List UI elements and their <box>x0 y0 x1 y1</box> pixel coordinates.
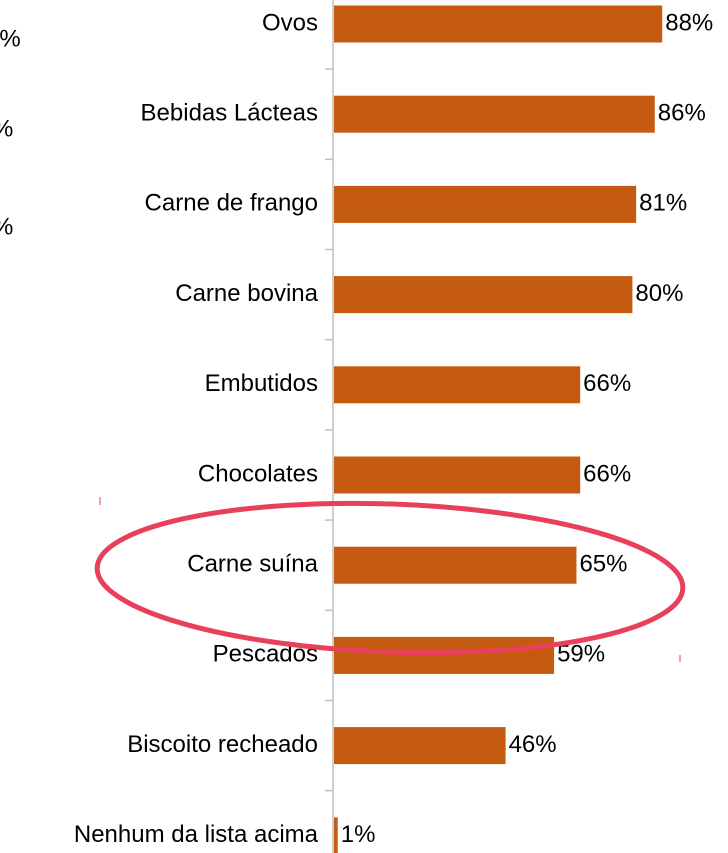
category-label: Embutidos <box>205 370 318 397</box>
category-label: Biscoito recheado <box>127 731 318 758</box>
bar <box>334 95 655 133</box>
category-label: Bebidas Lácteas <box>141 100 318 127</box>
value-label: 66% <box>583 370 631 397</box>
bar <box>334 727 506 765</box>
highlight-ellipse <box>94 500 686 656</box>
bar <box>334 546 577 584</box>
category-label: Chocolates <box>198 460 318 487</box>
bar <box>334 456 581 494</box>
category-label: Carne de frango <box>145 190 318 217</box>
cropped-label: % <box>0 213 13 240</box>
category-label: Nenhum da lista acima <box>74 821 319 848</box>
category-label: Carne suína <box>187 551 318 578</box>
bar <box>334 817 338 853</box>
bar <box>334 366 581 404</box>
bar <box>334 5 663 43</box>
value-label: 81% <box>639 190 687 217</box>
value-label: 86% <box>658 100 706 127</box>
cropped-label: % <box>0 115 13 142</box>
bar <box>334 185 637 223</box>
category-label: Ovos <box>262 9 318 36</box>
value-label: 88% <box>665 9 713 36</box>
category-label: Carne bovina <box>175 280 318 307</box>
bar <box>334 636 555 674</box>
value-label: 80% <box>635 280 683 307</box>
value-label: 46% <box>509 731 557 758</box>
value-label: 65% <box>579 551 627 578</box>
value-label: 1% <box>341 821 376 848</box>
cropped-label: 4% <box>0 25 21 52</box>
bar <box>334 276 633 314</box>
value-label: 66% <box>583 460 631 487</box>
